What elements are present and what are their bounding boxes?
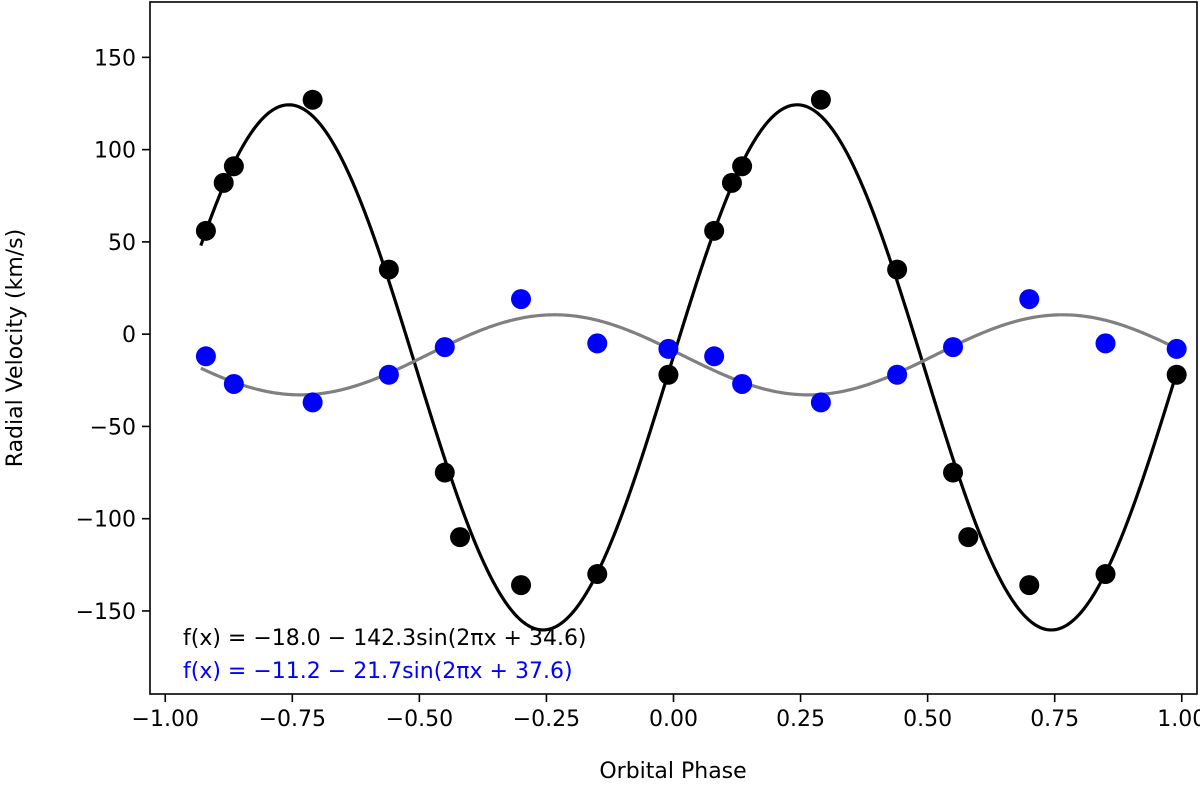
data-point-primary	[810, 89, 831, 110]
data-point-primary	[195, 220, 216, 241]
fit-curves	[199, 103, 1179, 632]
data-point-secondary	[1095, 333, 1116, 354]
x-axis-label: Orbital Phase	[599, 759, 746, 784]
x-tick-label: 0.25	[776, 707, 825, 732]
data-point-primary	[1166, 364, 1187, 385]
data-point-primary	[721, 172, 742, 193]
data-point-secondary	[511, 289, 532, 310]
y-axis-label: Radial Velocity (km/s)	[3, 229, 28, 467]
data-point-primary	[223, 156, 244, 177]
fit-curve-primary	[199, 103, 1179, 632]
data-point-primary	[958, 527, 979, 548]
y-axis-ticks: −150 −100 −50 0 50 100 150	[76, 46, 150, 625]
x-tick-label: 0.75	[1030, 707, 1079, 732]
data-point-primary	[704, 220, 725, 241]
data-point-secondary	[302, 392, 323, 413]
data-point-primary	[434, 462, 455, 483]
x-tick-label: 0.00	[649, 707, 698, 732]
data-point-secondary	[732, 373, 753, 394]
x-tick-label: 0.50	[903, 707, 952, 732]
data-point-secondary	[378, 364, 399, 385]
data-point-secondary	[658, 338, 679, 359]
data-point-primary	[943, 462, 964, 483]
data-point-secondary	[1166, 338, 1187, 359]
y-tick-label: 0	[122, 323, 136, 348]
x-tick-label: −0.50	[386, 707, 453, 732]
data-point-secondary	[810, 392, 831, 413]
data-points	[195, 89, 1187, 596]
data-point-secondary	[195, 346, 216, 367]
data-point-primary	[732, 156, 753, 177]
data-point-primary	[887, 259, 908, 280]
y-tick-label: 50	[108, 231, 136, 256]
x-axis-ticks: −1.00 −0.75 −0.50 −0.25 0.00 0.25 0.50 0.75 1.00	[132, 694, 1200, 732]
fit-curve-secondary	[200, 313, 1178, 397]
data-point-secondary	[223, 373, 244, 394]
data-point-primary	[658, 364, 679, 385]
data-point-primary	[511, 575, 532, 596]
fit-equation-primary: f(x) = −18.0 − 142.3sin(2πx + 34.6)	[183, 626, 587, 651]
x-tick-label: −0.25	[513, 707, 580, 732]
data-point-primary	[302, 89, 323, 110]
y-tick-label: −100	[76, 508, 136, 533]
data-point-secondary	[1019, 289, 1040, 310]
data-point-secondary	[434, 337, 455, 358]
data-point-primary	[1095, 564, 1116, 585]
y-tick-label: −50	[90, 415, 136, 440]
y-tick-label: 100	[94, 139, 136, 164]
x-tick-label: 1.00	[1157, 707, 1200, 732]
x-tick-label: −0.75	[259, 707, 326, 732]
data-point-secondary	[587, 333, 608, 354]
data-point-primary	[450, 527, 471, 548]
data-point-primary	[1019, 575, 1040, 596]
data-point-secondary	[887, 364, 908, 385]
data-point-primary	[587, 564, 608, 585]
data-point-secondary	[704, 346, 725, 367]
data-point-primary	[213, 172, 234, 193]
x-tick-label: −1.00	[132, 707, 199, 732]
y-tick-label: −150	[76, 600, 136, 625]
fit-equation-secondary: f(x) = −11.2 − 21.7sin(2πx + 37.6)	[183, 659, 573, 684]
data-point-primary	[378, 259, 399, 280]
y-tick-label: 150	[94, 46, 136, 71]
data-point-secondary	[943, 337, 964, 358]
